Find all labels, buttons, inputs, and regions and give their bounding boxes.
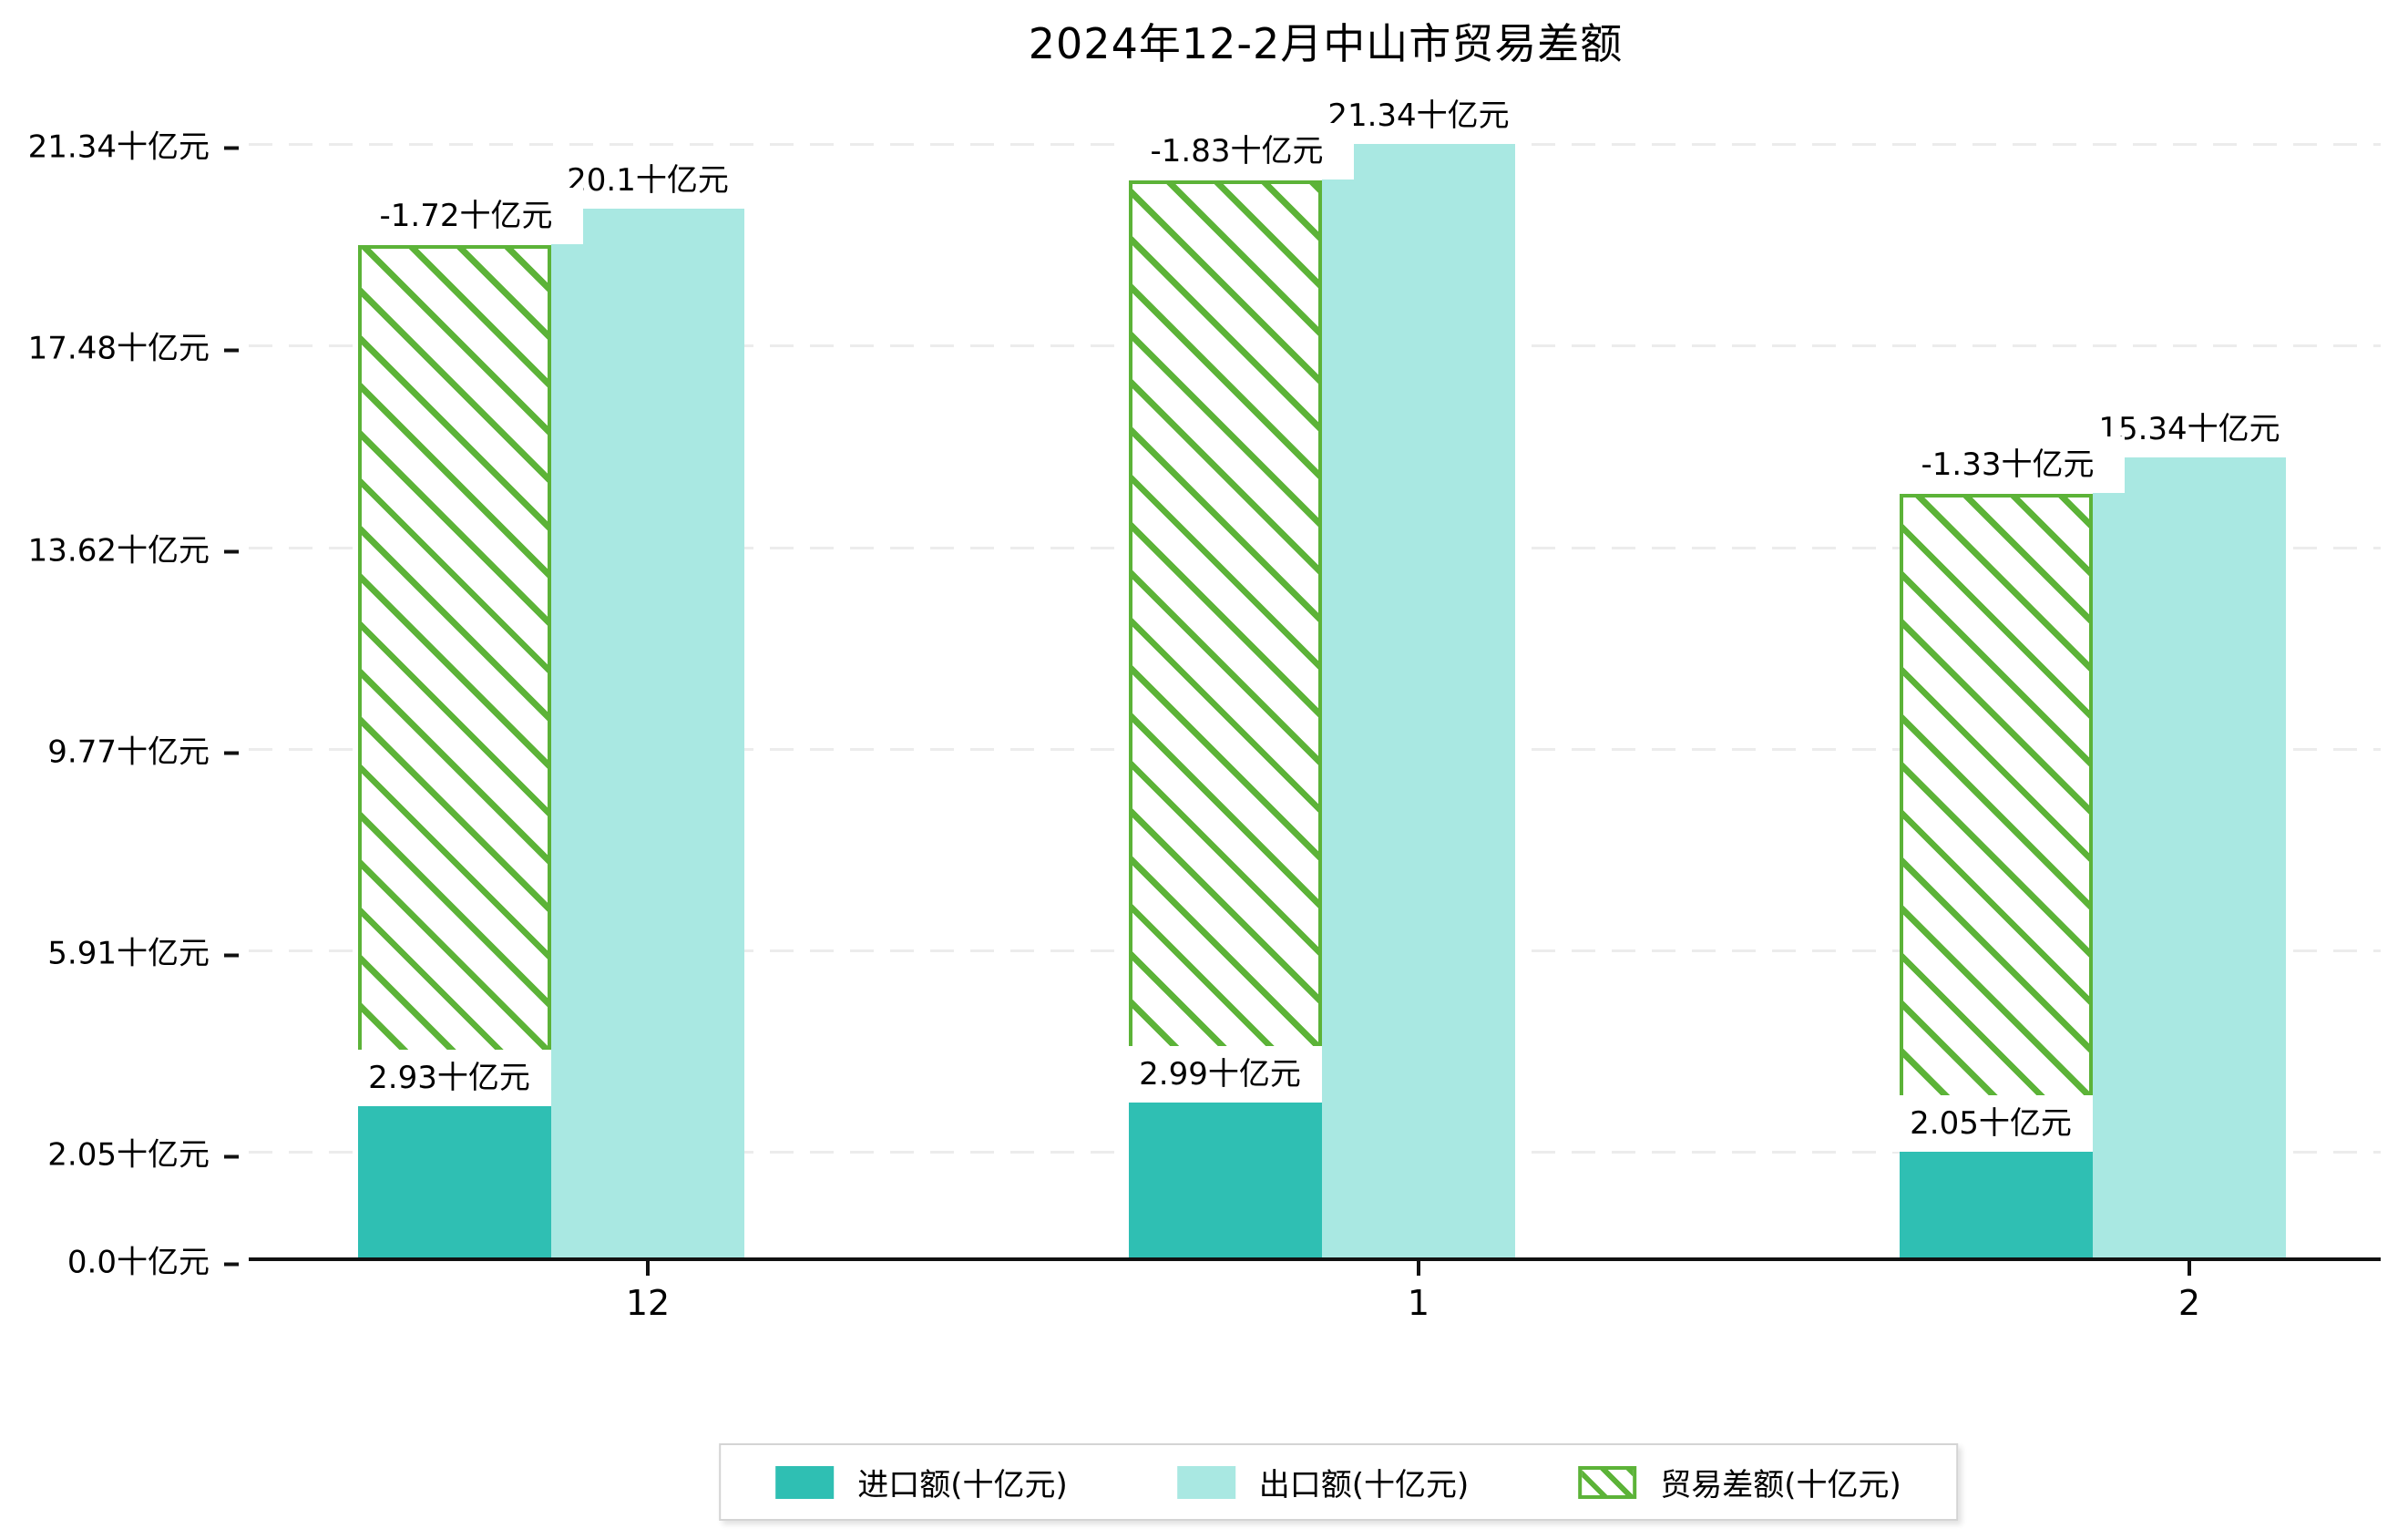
x-axis-tick — [646, 1261, 650, 1276]
legend-label-import: 进口额(十亿元) — [857, 1467, 1068, 1503]
x-axis-tick-label: 1 — [1407, 1283, 1430, 1323]
y-axis-tick-label: 9.77十亿元 — [0, 726, 239, 771]
y-axis-tick-mark — [224, 1154, 239, 1159]
y-axis-tick-label: 17.48十亿元 — [0, 323, 239, 368]
y-axis-tick-label: 21.34十亿元 — [0, 121, 239, 166]
legend-item-export: 出口额(十亿元) — [1176, 1460, 1470, 1504]
y-axis-tick-text: 5.91十亿元 — [47, 935, 210, 972]
x-axis-tick — [1417, 1261, 1420, 1276]
import-bar — [358, 1105, 551, 1259]
export-bar — [2093, 457, 2286, 1259]
legend-item-balance: 贸易差额(十亿元) — [1578, 1460, 1901, 1504]
trade-balance-value-label: -1.33十亿元 — [1891, 436, 2125, 494]
y-axis-tick-text: 0.0十亿元 — [67, 1244, 210, 1281]
legend-swatch-export-icon — [1176, 1465, 1235, 1499]
y-axis-tick-mark — [224, 953, 239, 957]
y-axis-tick-mark — [224, 751, 239, 755]
y-axis-tick-label: 5.91十亿元 — [0, 929, 239, 973]
export-bar — [551, 209, 744, 1259]
trade-balance-value-label: -1.83十亿元 — [1120, 123, 1354, 180]
legend-label-export: 出口额(十亿元) — [1258, 1467, 1470, 1503]
import-value-label: 2.99十亿元 — [1118, 1046, 1322, 1103]
trade-balance-bar — [1900, 494, 2093, 1101]
import-bar — [1900, 1152, 2093, 1259]
y-axis-tick-label: 0.0十亿元 — [0, 1237, 239, 1282]
y-axis-tick-text: 2.05十亿元 — [47, 1136, 210, 1174]
y-axis-tick-text: 9.77十亿元 — [47, 734, 210, 771]
y-axis-tick-label: 2.05十亿元 — [0, 1130, 239, 1175]
y-axis-tick-label: 13.62十亿元 — [0, 525, 239, 569]
x-axis-tick — [2188, 1261, 2191, 1276]
export-bar — [1322, 143, 1515, 1259]
x-axis-tick-label: 2 — [2177, 1283, 2201, 1323]
legend-swatch-import-icon — [775, 1465, 835, 1499]
y-axis-tick-mark — [224, 1262, 239, 1266]
legend-label-balance: 贸易差额(十亿元) — [1660, 1467, 1901, 1503]
y-axis-tick-text: 21.34十亿元 — [27, 128, 210, 166]
legend-swatch-balance-icon — [1578, 1465, 1637, 1499]
legend-item-import: 进口额(十亿元) — [775, 1460, 1068, 1504]
y-axis-tick-mark — [224, 146, 239, 150]
y-axis-tick-text: 17.48十亿元 — [27, 330, 210, 367]
import-value-label: 2.93十亿元 — [347, 1049, 551, 1106]
export-value-label: 15.34十亿元 — [2084, 401, 2295, 458]
y-axis-tick-mark — [224, 348, 239, 353]
trade-balance-value-label: -1.72十亿元 — [349, 188, 583, 245]
legend: 进口额(十亿元) 出口额(十亿元) 贸易差额(十亿元) — [719, 1443, 1958, 1521]
trade-balance-bar — [358, 245, 551, 1054]
trade-balance-bar — [1129, 180, 1322, 1052]
x-axis-line — [249, 1257, 2381, 1261]
x-axis-tick-label: 12 — [625, 1283, 671, 1323]
y-axis-tick-mark — [224, 549, 239, 554]
import-bar — [1129, 1103, 1322, 1259]
chart-title: 2024年12-2月中山市贸易差额 — [1028, 19, 1624, 68]
y-axis-tick-text: 13.62十亿元 — [27, 532, 210, 569]
import-value-label: 2.05十亿元 — [1889, 1095, 2093, 1153]
